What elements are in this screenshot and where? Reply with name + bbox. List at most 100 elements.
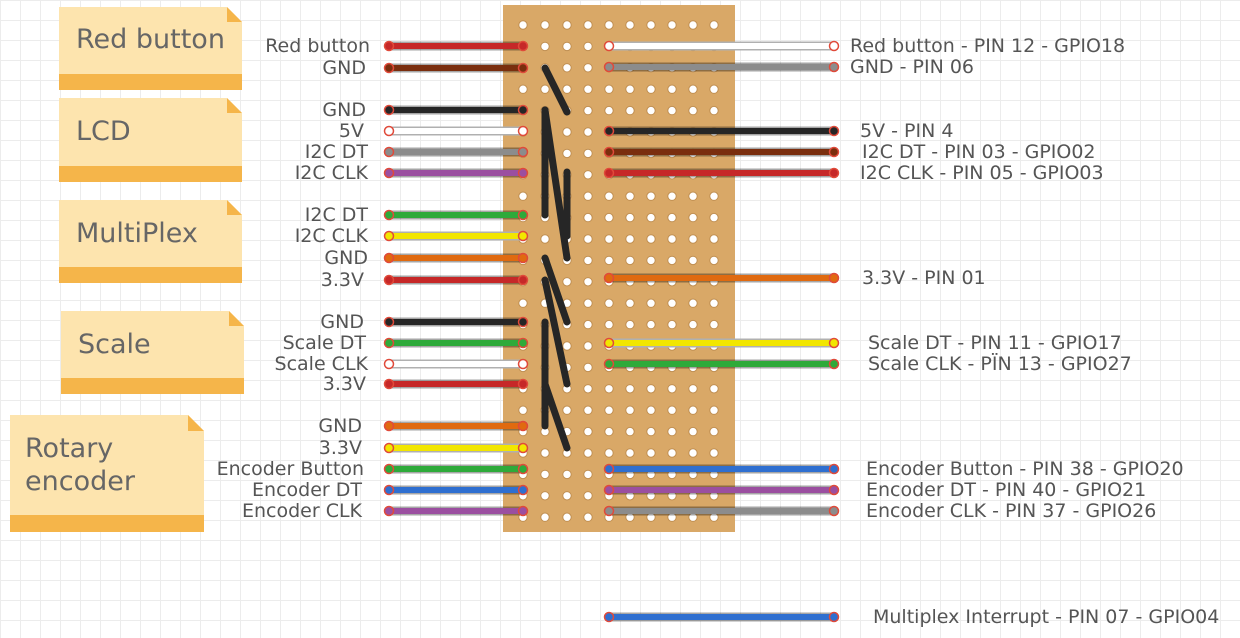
board-hole (688, 448, 698, 458)
left-wire-label: 3.3V (323, 373, 366, 395)
board-hole (583, 105, 593, 116)
wire-end (603, 40, 615, 52)
board-hole (688, 255, 698, 266)
board-hole (583, 20, 593, 30)
wire-end (517, 358, 529, 370)
board-hole (583, 512, 593, 522)
board-hole (646, 405, 656, 415)
board-hole (562, 512, 572, 522)
board-hole (604, 212, 614, 223)
board-hole (625, 448, 635, 458)
wire-end (383, 209, 395, 221)
board-hole (646, 298, 656, 308)
note-title: LCD (76, 116, 131, 147)
board-hole (688, 84, 698, 94)
board-hole (709, 255, 719, 266)
right-wire-label: Encoder DT - PIN 40 - GPIO21 (866, 479, 1146, 501)
board-hole (709, 105, 719, 116)
board-hole (562, 341, 572, 351)
board-hole (625, 405, 635, 415)
wire-end (828, 146, 840, 158)
wire-end (383, 146, 395, 158)
wire-end (383, 230, 395, 242)
board-hole (625, 426, 635, 437)
board-hole (583, 319, 593, 330)
wire-end (828, 125, 840, 137)
wire-end (383, 316, 395, 328)
board-hole (583, 384, 593, 394)
note-scale[interactable]: Scale (61, 311, 244, 394)
board-hole (646, 426, 656, 437)
board-hole (709, 319, 719, 330)
board-hole (709, 384, 719, 394)
wire-end (603, 358, 615, 370)
board-hole (709, 191, 719, 201)
board-hole (604, 191, 614, 201)
right-wire-label: Scale CLK - PÏN 13 - GPIO27 (868, 352, 1132, 375)
board-hole (646, 255, 656, 266)
board-hole (583, 41, 593, 52)
board-hole (688, 405, 698, 415)
board-hole (667, 234, 677, 244)
board-hole (604, 298, 614, 308)
board-hole (667, 298, 677, 308)
wire-end (603, 146, 615, 158)
board-jumpers (541, 64, 571, 452)
board-hole (709, 448, 719, 458)
right-wire-label: 3.3V - PIN 01 (862, 267, 986, 289)
board-hole (646, 234, 656, 244)
board-hole (688, 105, 698, 116)
board-hole (667, 255, 677, 266)
right-wire-label: I2C CLK - PIN 05 - GPIO03 (860, 162, 1104, 184)
board-hole (583, 170, 593, 180)
left-wire-label: Red button (265, 35, 370, 57)
wire-end (828, 505, 840, 517)
wire-end (828, 61, 840, 73)
wire-end (517, 125, 529, 137)
board-hole (583, 127, 593, 137)
board-hole (518, 298, 528, 308)
board-hole (540, 469, 550, 480)
wire-end (603, 484, 615, 496)
board-hole (540, 491, 550, 501)
wire-end (517, 463, 529, 475)
board-hole (518, 405, 528, 415)
note-rotary-encoder[interactable]: Rotary encoder (10, 415, 204, 532)
board-hole (583, 298, 593, 308)
wire-end (603, 167, 615, 179)
wire-end (517, 209, 529, 221)
board-hole (540, 20, 550, 30)
board-hole (583, 234, 593, 244)
board-hole (688, 426, 698, 437)
wire-end (383, 337, 395, 349)
board-hole (518, 20, 528, 30)
board-hole (646, 191, 656, 201)
wire-end (603, 505, 615, 517)
right-wire-label: 5V - PIN 4 (860, 120, 953, 142)
wire-end (383, 274, 395, 286)
wire-end (383, 125, 395, 137)
wire-end (517, 40, 529, 52)
board-hole (625, 105, 635, 116)
board-hole (604, 319, 614, 330)
board-hole (562, 277, 572, 287)
note-lcd[interactable]: LCD (59, 98, 242, 182)
right-wire-label: GND - PIN 06 (850, 56, 974, 78)
board-hole (625, 319, 635, 330)
board-hole (604, 20, 614, 30)
board-hole (604, 234, 614, 244)
board-hole (540, 512, 550, 522)
board-hole (667, 448, 677, 458)
board-hole (625, 298, 635, 308)
board-hole (667, 191, 677, 201)
wire-end (517, 167, 529, 179)
left-wire-label: 5V (339, 120, 364, 142)
board-hole (562, 20, 572, 30)
jumper-wire (541, 106, 571, 262)
wire-end (828, 484, 840, 496)
wire-end (383, 358, 395, 370)
note-multiplex[interactable]: MultiPlex (59, 200, 242, 283)
note-title: MultiPlex (76, 218, 198, 249)
note-red-button[interactable]: Red button (59, 7, 242, 90)
